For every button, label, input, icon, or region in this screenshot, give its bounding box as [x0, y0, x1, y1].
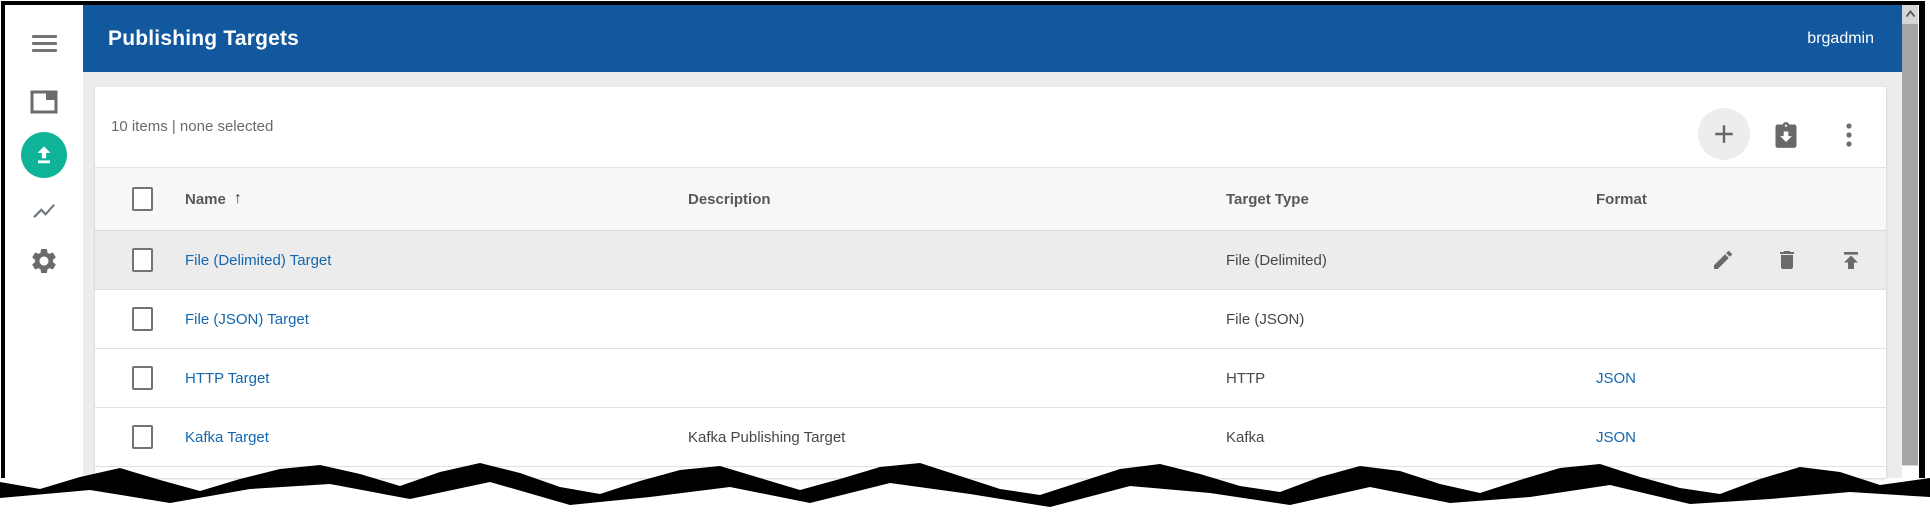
column-header-format[interactable]: Format	[1596, 190, 1647, 208]
plus-icon	[1715, 125, 1733, 143]
row-actions	[1711, 231, 1886, 289]
column-header-target-type[interactable]: Target Type	[1226, 190, 1309, 208]
target-name-link[interactable]: File (Delimited) Target	[185, 251, 332, 269]
select-all-checkbox[interactable]	[132, 168, 153, 230]
menu-button[interactable]	[5, 31, 83, 55]
table-row[interactable]: File (Delimited) Target File (Delimited)	[95, 231, 1886, 290]
gear-icon	[32, 249, 56, 273]
description-cell	[688, 349, 1208, 407]
description-cell: Kafka Publishing Target	[688, 428, 846, 446]
target-name-link[interactable]: Kafka Target	[185, 428, 269, 446]
row-checkbox[interactable]	[132, 349, 153, 407]
column-header-name[interactable]: Name ↑	[185, 190, 242, 208]
frame-border-left	[1, 1, 5, 478]
vertical-dots-icon	[1846, 123, 1852, 147]
window-icon	[30, 90, 58, 114]
sidebar	[5, 5, 83, 478]
column-header-description[interactable]: Description	[688, 190, 771, 208]
sidebar-item-windows[interactable]	[5, 89, 83, 115]
publishing-targets-card: 10 items | none selected Name	[95, 87, 1886, 478]
frame-border-top	[1, 1, 1925, 5]
delete-button[interactable]	[1775, 248, 1799, 272]
description-cell	[688, 231, 1208, 289]
more-actions-button[interactable]	[1839, 121, 1859, 149]
chevron-up-icon	[1905, 10, 1915, 18]
target-name-link[interactable]: File (JSON) Target	[185, 310, 309, 328]
page-title: Publishing Targets	[108, 26, 300, 50]
target-type-cell: HTTP	[1226, 369, 1266, 387]
publish-button[interactable]	[1839, 248, 1863, 272]
import-targets-button[interactable]	[1771, 119, 1801, 151]
edit-button[interactable]	[1711, 248, 1735, 272]
row-checkbox[interactable]	[132, 290, 153, 348]
format-link[interactable]: JSON	[1596, 369, 1637, 387]
target-type-cell: File (Delimited)	[1226, 251, 1327, 269]
sidebar-item-settings[interactable]	[5, 246, 83, 276]
table-header-row: Name ↑ Description Target Type Format	[95, 167, 1886, 231]
frame-border-right	[1919, 1, 1925, 478]
target-name-link[interactable]: HTTP Target	[185, 369, 270, 387]
format-link[interactable]: JSON	[1596, 428, 1637, 446]
target-name-cell: HTTP Target	[185, 349, 665, 407]
upload-icon	[21, 132, 67, 178]
app-bar: Publishing Targets brgadmin	[83, 5, 1902, 72]
sidebar-item-publishing-targets[interactable]	[5, 131, 83, 179]
format-cell: JSON	[1596, 408, 1756, 466]
format-cell: JSON	[1596, 349, 1756, 407]
target-type-cell: File (JSON)	[1226, 310, 1305, 328]
table-row[interactable]: File (JSON) Target File (JSON)	[95, 290, 1886, 349]
trash-icon	[1780, 251, 1794, 269]
row-checkbox[interactable]	[132, 231, 153, 289]
user-name[interactable]: brgadmin	[1807, 29, 1874, 47]
target-name-cell: File (JSON) Target	[185, 290, 665, 348]
pencil-icon	[1714, 250, 1733, 269]
scrollbar-thumb[interactable]	[1902, 24, 1918, 465]
add-target-button[interactable]	[1698, 108, 1750, 160]
table-row[interactable]: Kafka Target Kafka Publishing Target Kaf…	[95, 408, 1886, 467]
selection-summary: 10 items | none selected	[111, 118, 274, 135]
target-name-cell: File (Delimited) Target	[185, 231, 665, 289]
sidebar-item-monitor[interactable]	[5, 197, 83, 225]
table-toolbar: 10 items | none selected	[95, 87, 1886, 167]
menu-icon	[31, 34, 57, 38]
target-name-cell: Kafka Target	[185, 408, 665, 466]
scrollbar-up-button[interactable]	[1902, 5, 1918, 23]
clipboard-download-icon	[1775, 122, 1797, 148]
vertical-scrollbar[interactable]	[1902, 5, 1918, 466]
table-row[interactable]: HTTP Target HTTP JSON	[95, 349, 1886, 408]
chart-icon	[33, 203, 55, 219]
description-cell	[688, 290, 1208, 348]
upload-top-bar-icon	[1844, 252, 1858, 269]
sort-ascending-icon[interactable]: ↑	[233, 190, 242, 207]
target-type-cell: Kafka	[1226, 428, 1265, 446]
row-checkbox[interactable]	[132, 408, 153, 466]
